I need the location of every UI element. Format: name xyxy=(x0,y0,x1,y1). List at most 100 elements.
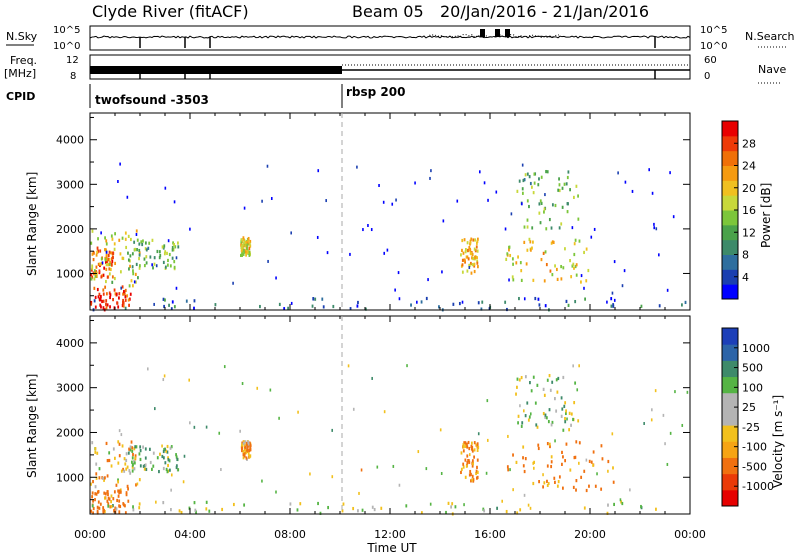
data-cell xyxy=(523,297,526,301)
data-cell xyxy=(113,508,116,513)
data-cell xyxy=(168,459,171,463)
data-cell xyxy=(193,425,196,429)
data-cell xyxy=(90,268,93,272)
data-cell xyxy=(456,199,459,203)
data-cell xyxy=(241,443,243,447)
x-tick-label: 16:00 xyxy=(474,528,506,541)
data-cell xyxy=(476,261,479,265)
data-cell xyxy=(205,425,208,429)
data-cell xyxy=(267,259,269,263)
data-cell xyxy=(486,399,489,403)
data-cell xyxy=(470,271,473,275)
data-cell xyxy=(593,227,596,231)
data-cell xyxy=(97,262,100,266)
x-tick-label: 20:00 xyxy=(574,528,606,541)
data-cell xyxy=(662,413,665,417)
data-cell xyxy=(289,502,292,506)
data-cell xyxy=(526,199,529,203)
colorbar-tick-label: -500 xyxy=(742,460,767,473)
data-cell xyxy=(507,434,509,438)
data-cell xyxy=(100,275,103,279)
data-cell xyxy=(550,241,553,245)
data-cell xyxy=(96,505,99,509)
data-cell xyxy=(107,496,110,500)
data-cell xyxy=(525,262,528,266)
data-cell xyxy=(129,445,132,449)
data-cell xyxy=(463,238,466,242)
data-cell xyxy=(545,262,548,267)
data-cell xyxy=(580,475,583,479)
data-cell xyxy=(466,241,469,245)
data-cell xyxy=(537,183,540,187)
data-cell xyxy=(183,454,186,458)
data-cell xyxy=(543,481,546,485)
data-cell xyxy=(474,249,477,253)
data-cell xyxy=(153,256,156,260)
data-cell xyxy=(138,242,141,246)
data-cell xyxy=(550,455,553,459)
data-cell xyxy=(327,505,330,510)
data-cell xyxy=(461,248,463,253)
data-cell xyxy=(138,266,141,270)
data-cell xyxy=(155,500,157,504)
data-cell xyxy=(524,414,527,418)
data-cell xyxy=(91,252,94,256)
data-cell xyxy=(124,237,127,241)
colorbar-segment xyxy=(722,489,738,507)
data-cell xyxy=(97,249,100,253)
data-cell xyxy=(554,203,557,208)
data-cell xyxy=(583,506,586,510)
data-cell xyxy=(566,417,568,421)
velocity-yaxis: 4000 3000 2000 1000 xyxy=(56,319,690,501)
data-cell xyxy=(562,266,565,270)
data-cell xyxy=(342,502,345,506)
data-cell xyxy=(511,275,514,279)
data-cell xyxy=(509,468,511,472)
y-tick-label: 4000 xyxy=(56,134,84,147)
data-cell xyxy=(117,478,119,482)
data-cell xyxy=(132,508,135,512)
data-cell xyxy=(91,441,94,445)
data-cell xyxy=(551,420,554,425)
data-cell xyxy=(564,417,566,421)
data-cell xyxy=(134,247,137,252)
data-cell xyxy=(117,480,120,484)
data-cell xyxy=(122,300,124,305)
data-cell xyxy=(118,510,121,514)
data-cell xyxy=(466,461,469,465)
nsearch-label: N.Search xyxy=(745,30,795,43)
data-cell xyxy=(128,297,131,301)
data-cell xyxy=(107,492,109,497)
data-cell xyxy=(537,297,540,301)
data-cell xyxy=(468,473,471,477)
data-cell xyxy=(520,375,523,380)
data-cell xyxy=(558,226,561,230)
power-data-cells xyxy=(90,162,687,312)
data-cell xyxy=(317,169,320,173)
data-cell xyxy=(321,297,324,301)
data-cell xyxy=(112,298,114,302)
data-cell xyxy=(119,504,122,509)
data-cell xyxy=(370,228,373,232)
data-cell xyxy=(532,461,535,465)
data-cell xyxy=(249,244,252,248)
data-cell xyxy=(512,262,514,266)
data-cell xyxy=(477,265,479,269)
freq-label: Freq. xyxy=(10,54,37,67)
data-cell xyxy=(166,450,169,454)
data-cell xyxy=(573,252,576,257)
data-cell xyxy=(534,296,537,301)
data-cell xyxy=(113,306,116,310)
data-cell xyxy=(138,478,141,482)
data-cell xyxy=(376,465,379,469)
data-cell xyxy=(417,450,420,454)
data-cell xyxy=(95,472,98,476)
nsky-series xyxy=(89,35,691,39)
data-cell xyxy=(526,225,529,229)
data-cell xyxy=(135,229,138,233)
data-cell xyxy=(611,432,614,436)
data-cell xyxy=(542,485,545,489)
data-cell xyxy=(161,454,164,459)
x-tick-label: 00:00 xyxy=(74,528,106,541)
